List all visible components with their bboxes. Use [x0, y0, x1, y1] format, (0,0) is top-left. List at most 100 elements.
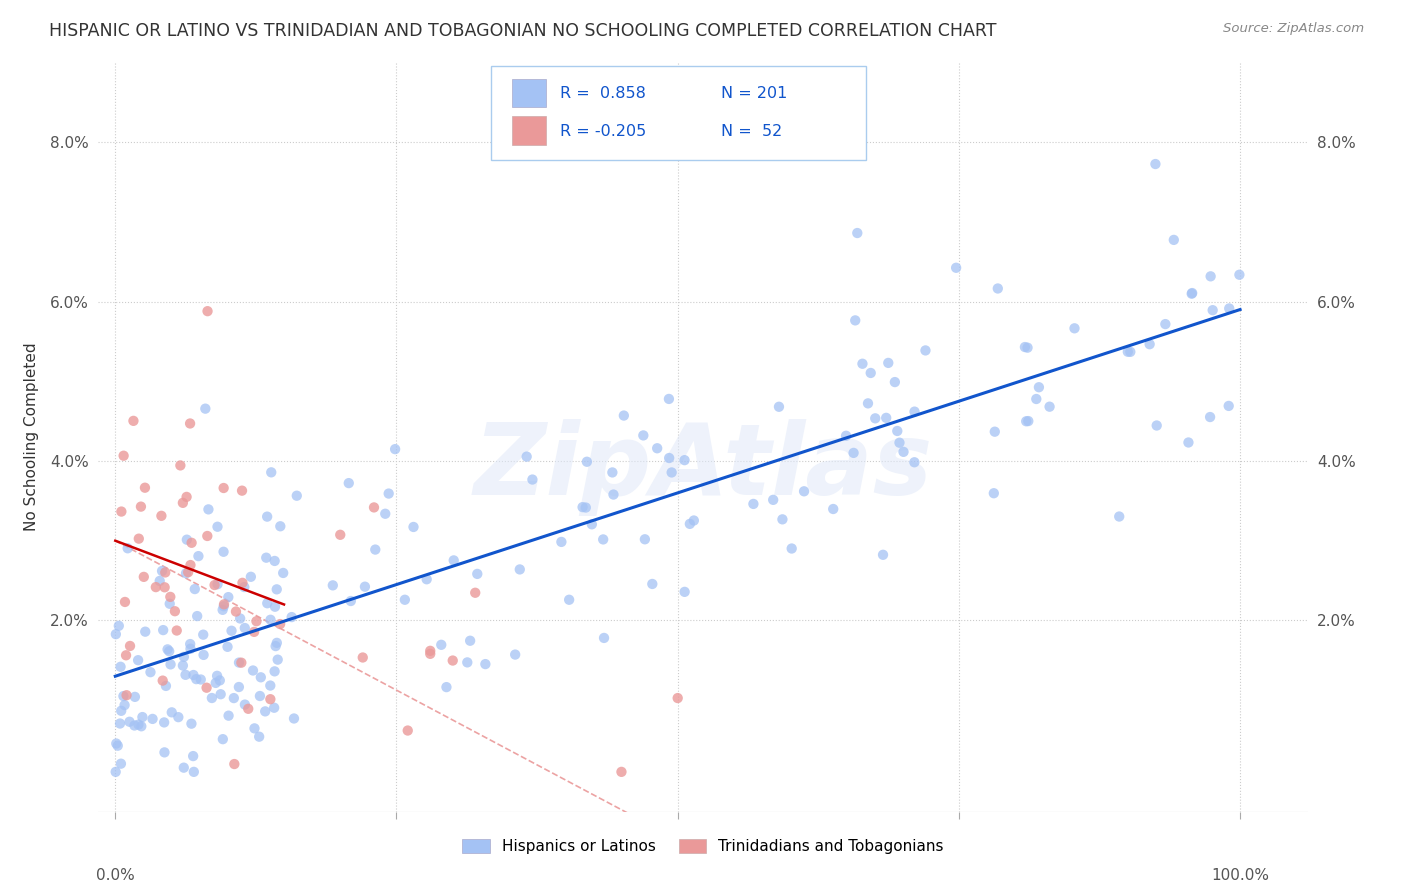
Point: [172, 496, 194, 510]
Point: [1163, 233, 1185, 247]
Point: [193, 628, 215, 642]
Point: [363, 500, 385, 515]
Point: [394, 592, 416, 607]
Point: [593, 631, 616, 645]
Point: [160, 706, 183, 720]
Point: [263, 554, 285, 568]
Point: [256, 509, 278, 524]
Point: [152, 623, 174, 637]
Point: [571, 500, 593, 515]
Point: [225, 605, 247, 619]
Point: [581, 517, 603, 532]
Point: [243, 624, 266, 639]
Point: [124, 718, 146, 732]
Text: 0.0%: 0.0%: [96, 868, 135, 882]
Point: [122, 414, 145, 428]
Point: [249, 670, 271, 684]
Point: [842, 446, 865, 460]
Point: [238, 702, 260, 716]
Point: [984, 425, 1007, 439]
Point: [550, 535, 572, 549]
Point: [1017, 341, 1039, 355]
Point: [228, 656, 250, 670]
Point: [1199, 410, 1222, 425]
Point: [875, 410, 897, 425]
Point: [856, 396, 879, 410]
Point: [208, 673, 231, 688]
Point: [851, 357, 873, 371]
Point: [110, 704, 132, 718]
Point: [436, 680, 458, 694]
Point: [201, 691, 224, 706]
Point: [159, 597, 181, 611]
Point: [211, 603, 233, 617]
Point: [1229, 268, 1251, 282]
Point: [179, 637, 201, 651]
Point: [197, 304, 219, 318]
Point: [602, 466, 624, 480]
Point: [186, 672, 208, 686]
Point: [267, 653, 290, 667]
Point: [352, 650, 374, 665]
Point: [167, 710, 190, 724]
Point: [259, 679, 281, 693]
Point: [177, 565, 200, 579]
Text: R =  0.858: R = 0.858: [561, 86, 647, 101]
Point: [768, 400, 790, 414]
Point: [157, 644, 180, 658]
Point: [124, 690, 146, 704]
Point: [522, 473, 544, 487]
Text: Source: ZipAtlas.com: Source: ZipAtlas.com: [1223, 22, 1364, 36]
Point: [108, 716, 131, 731]
Point: [117, 541, 139, 556]
Point: [987, 281, 1010, 295]
Point: [166, 624, 188, 638]
Point: [658, 392, 681, 406]
Point: [179, 641, 201, 656]
Point: [377, 486, 399, 500]
Point: [259, 692, 281, 706]
Point: [666, 691, 689, 706]
Point: [159, 590, 181, 604]
Point: [430, 638, 453, 652]
Point: [204, 578, 226, 592]
Point: [983, 486, 1005, 500]
Point: [245, 614, 267, 628]
Point: [132, 570, 155, 584]
Point: [1038, 400, 1060, 414]
Point: [1139, 337, 1161, 351]
Point: [207, 577, 229, 591]
Point: [183, 764, 205, 779]
Point: [183, 668, 205, 682]
Point: [645, 442, 668, 456]
Point: [110, 659, 132, 673]
Point: [233, 698, 256, 712]
Point: [259, 613, 281, 627]
Point: [118, 639, 141, 653]
Point: [271, 566, 294, 580]
Point: [112, 449, 135, 463]
Point: [127, 717, 149, 731]
Point: [1108, 509, 1130, 524]
Point: [211, 732, 233, 747]
Point: [180, 716, 202, 731]
Point: [266, 582, 288, 597]
Point: [641, 577, 664, 591]
Point: [441, 654, 464, 668]
Point: [575, 455, 598, 469]
Point: [264, 639, 287, 653]
Point: [1218, 399, 1240, 413]
Point: [229, 611, 252, 625]
Point: [174, 566, 197, 581]
Point: [260, 466, 283, 480]
Point: [114, 698, 136, 712]
Point: [173, 649, 195, 664]
Point: [173, 761, 195, 775]
Point: [322, 578, 344, 592]
Point: [886, 424, 908, 438]
Point: [231, 656, 253, 670]
Point: [396, 723, 419, 738]
Point: [1181, 286, 1204, 301]
Point: [354, 580, 377, 594]
Point: [465, 566, 488, 581]
